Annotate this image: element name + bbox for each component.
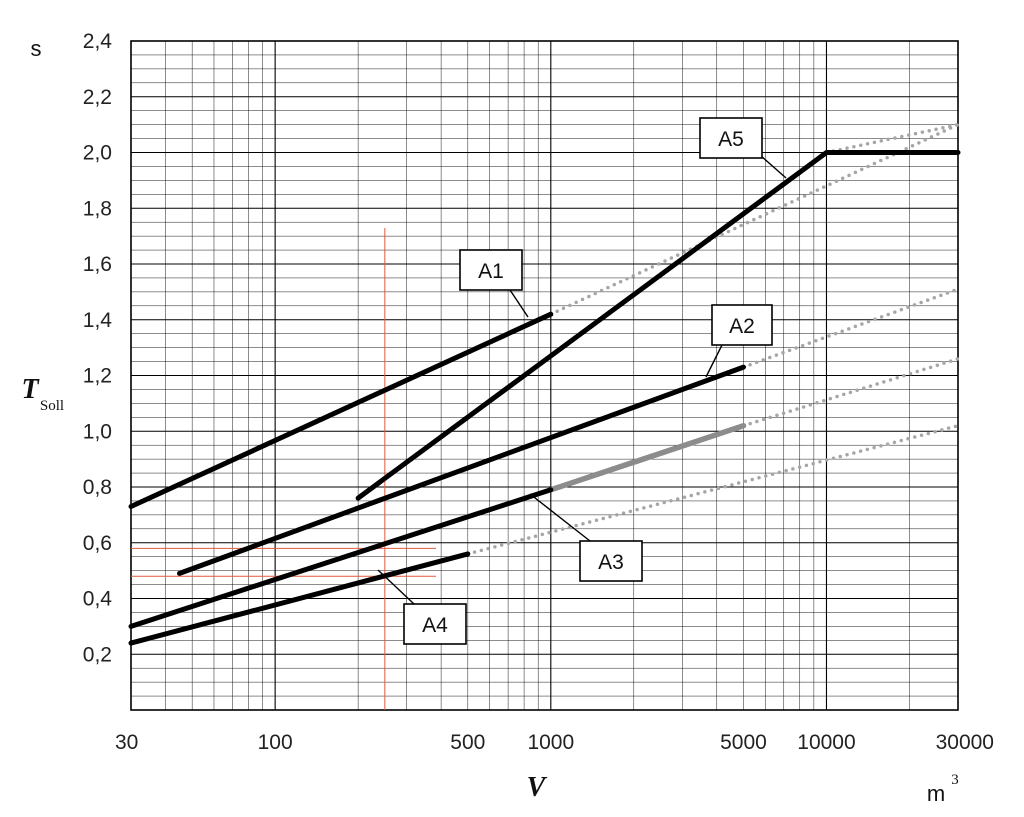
x-tick-label: 1000 [527, 731, 574, 754]
x-tick-label: 10000 [797, 731, 855, 754]
series-a3-gray-segment [548, 422, 747, 493]
x-tick-label: 30000 [936, 731, 994, 754]
y-unit-label: s [31, 36, 42, 61]
callout-a3-box [579, 540, 643, 582]
plot-border [130, 40, 959, 711]
callout-a5-label: A5 [718, 128, 744, 151]
y-tick-labels: 0,2 0,4 0,6 0,8 1,0 1,2 1,4 1,6 1,8 2,0 2,2 2,4 [83, 30, 113, 666]
y-tick-label: 0,8 [83, 476, 112, 499]
x-tick-label: 5000 [720, 731, 767, 754]
x-tick-labels: 30 100 500 1000 5000 10000 30000 [115, 731, 994, 754]
y-axis-title: T [21, 374, 40, 405]
callout-a1-leader [509, 289, 529, 318]
callout-a1-box [459, 249, 523, 291]
y-tick-label: 2,4 [83, 30, 113, 53]
series-a1-line [128, 311, 554, 509]
y-tick-label: 2,2 [83, 86, 112, 109]
y-axis-subscript: Soll [40, 398, 64, 414]
y-tick-label: 1,4 [83, 309, 113, 332]
y-tick-label: 1,8 [83, 197, 112, 220]
y-tick-label: 2,0 [83, 142, 112, 165]
series-a5-extension [824, 122, 960, 155]
y-tick-label: 0,6 [83, 532, 112, 555]
series-a2-extension [741, 287, 960, 369]
callout-a2-leader [705, 344, 723, 378]
callout-a4-box [403, 603, 467, 645]
series-a3-extension [741, 357, 960, 428]
series-layer [128, 122, 961, 646]
x-tick-label: 100 [258, 731, 293, 754]
series-a5-line [355, 150, 961, 501]
callout-a3-label: A3 [598, 551, 624, 574]
callout-a1-label: A1 [478, 260, 504, 283]
callout-a2-box [711, 304, 773, 346]
reference-lines [131, 228, 436, 710]
series-callouts: A1 A2 A3 A4 A5 [377, 117, 787, 645]
series-a4-line [128, 551, 471, 646]
callout-a2-label: A2 [729, 315, 755, 338]
callout-a4-leader [377, 569, 415, 605]
series-a4-extension [466, 423, 960, 556]
y-tick-label: 1,6 [83, 253, 112, 276]
y-tick-label: 1,0 [83, 420, 112, 443]
x-unit-exponent: 3 [951, 772, 959, 788]
series-a2-line [177, 364, 746, 576]
x-tick-label: 30 [115, 731, 138, 754]
y-tick-label: 0,2 [83, 643, 112, 666]
callout-a3-leader [529, 493, 591, 542]
series-a3-line [128, 487, 554, 629]
series-a1-extension [549, 122, 960, 316]
y-tick-label: 1,2 [83, 365, 112, 388]
x-tick-label: 500 [450, 731, 485, 754]
callout-a4-label: A4 [422, 614, 448, 637]
x-axis-title: V [527, 772, 548, 803]
x-unit-label: m [927, 781, 945, 806]
callout-a5-box [699, 117, 763, 159]
y-tick-label: 0,4 [83, 588, 113, 611]
